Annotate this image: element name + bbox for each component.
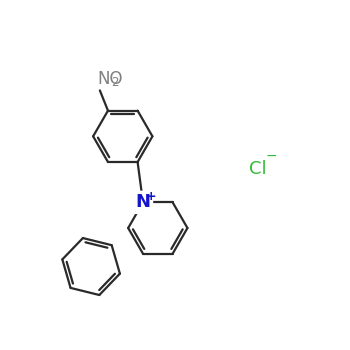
Text: +: + xyxy=(145,190,156,203)
Text: −: − xyxy=(265,149,277,163)
Text: 2: 2 xyxy=(111,76,118,89)
Text: NO: NO xyxy=(97,70,123,88)
Text: N: N xyxy=(135,193,150,211)
Text: Cl: Cl xyxy=(250,160,267,178)
